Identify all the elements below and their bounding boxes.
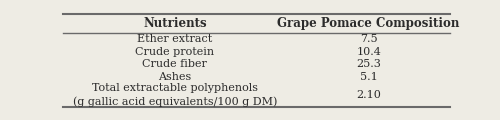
Text: 2.10: 2.10 (356, 90, 381, 100)
Text: 5.1: 5.1 (360, 72, 378, 81)
Text: Total extractable polyphenols
(g gallic acid equivalents/100 g DM): Total extractable polyphenols (g gallic … (72, 83, 277, 107)
Text: Grape Pomace Composition: Grape Pomace Composition (278, 17, 460, 30)
Text: 7.5: 7.5 (360, 34, 378, 44)
Text: Crude fiber: Crude fiber (142, 59, 208, 69)
Text: Nutrients: Nutrients (143, 17, 206, 30)
Text: Ether extract: Ether extract (137, 34, 212, 44)
Text: Ashes: Ashes (158, 72, 192, 81)
Text: 25.3: 25.3 (356, 59, 381, 69)
Text: 10.4: 10.4 (356, 47, 381, 57)
Text: Crude protein: Crude protein (136, 47, 214, 57)
